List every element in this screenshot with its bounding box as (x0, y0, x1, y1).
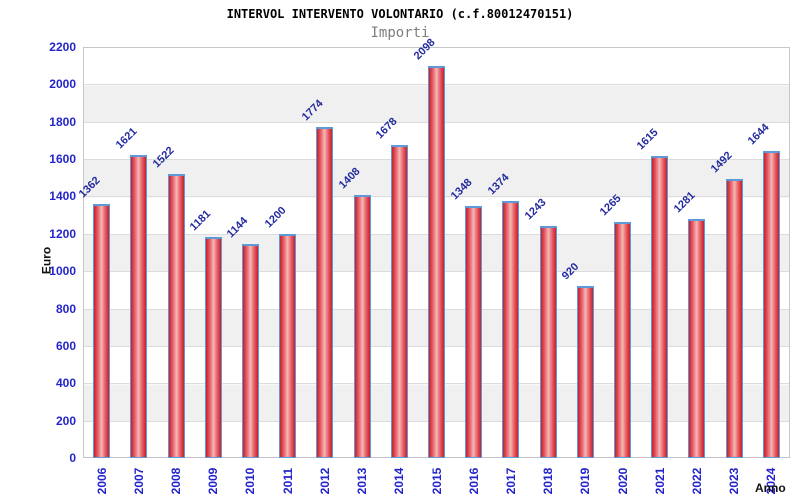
bar-2024 (762, 150, 780, 458)
y-tick-label: 2200 (49, 40, 76, 54)
bar-2008 (167, 173, 185, 458)
bar-2007 (130, 155, 148, 458)
y-axis-label: Euro (39, 246, 54, 275)
x-tick-label: 2023 (727, 467, 742, 495)
x-tick-label: 2009 (206, 467, 221, 495)
x-tick-label: 2006 (94, 467, 109, 495)
y-tick-label: 200 (55, 413, 76, 428)
bar-2020 (614, 221, 632, 458)
bar-2012 (316, 126, 334, 458)
x-tick-label: 2008 (169, 467, 184, 495)
x-tick-label: 2015 (429, 467, 444, 495)
x-tick-label: 2012 (317, 467, 332, 495)
x-tick-label: 2010 (243, 467, 258, 495)
y-tick-label: 0 (69, 451, 76, 465)
y-tick-label: 1800 (49, 114, 76, 129)
bar-2021 (651, 156, 669, 458)
x-tick-label: 2019 (578, 467, 593, 495)
bar-2016 (465, 206, 483, 458)
x-tick-label: 2013 (355, 467, 370, 495)
x-tick-label: 2007 (131, 467, 146, 495)
x-tick-label: 2016 (466, 467, 481, 495)
bar-2018 (539, 225, 557, 458)
y-tick-label: 1400 (49, 189, 76, 204)
y-tick-label: 1600 (49, 152, 76, 167)
x-tick-label: 2014 (392, 467, 407, 495)
x-axis-label: Anno (755, 481, 786, 495)
y-tick-label: 800 (55, 301, 76, 316)
x-tick-label: 2022 (689, 467, 704, 495)
y-tick-label: 1000 (49, 264, 76, 279)
bar-2014 (390, 144, 408, 458)
x-tick-label: 2011 (280, 467, 295, 495)
bar-2009 (204, 237, 222, 458)
bar-2006 (93, 203, 111, 458)
bar-2015 (428, 66, 445, 458)
bar-2011 (279, 233, 297, 458)
x-tick-label: 2020 (615, 467, 630, 495)
chart-title: INTERVOL INTERVENTO VOLONTARIO (c.f.8001… (226, 7, 574, 21)
bar-2017 (502, 201, 520, 458)
y-tick-label: 600 (55, 338, 76, 353)
bar-2023 (725, 179, 743, 458)
y-tick-label: 400 (55, 376, 76, 391)
y-tick-label: 1200 (49, 226, 76, 241)
x-tick-label: 2021 (652, 467, 667, 495)
bar-2022 (688, 218, 706, 458)
bar-2019 (576, 286, 594, 458)
y-tick-label: 2000 (49, 77, 76, 92)
x-tick-label: 2018 (541, 467, 556, 495)
bar-2013 (353, 194, 371, 458)
x-tick-label: 2017 (503, 467, 518, 495)
chart-subtitle: Importi (370, 25, 430, 41)
bar-2010 (241, 244, 259, 458)
